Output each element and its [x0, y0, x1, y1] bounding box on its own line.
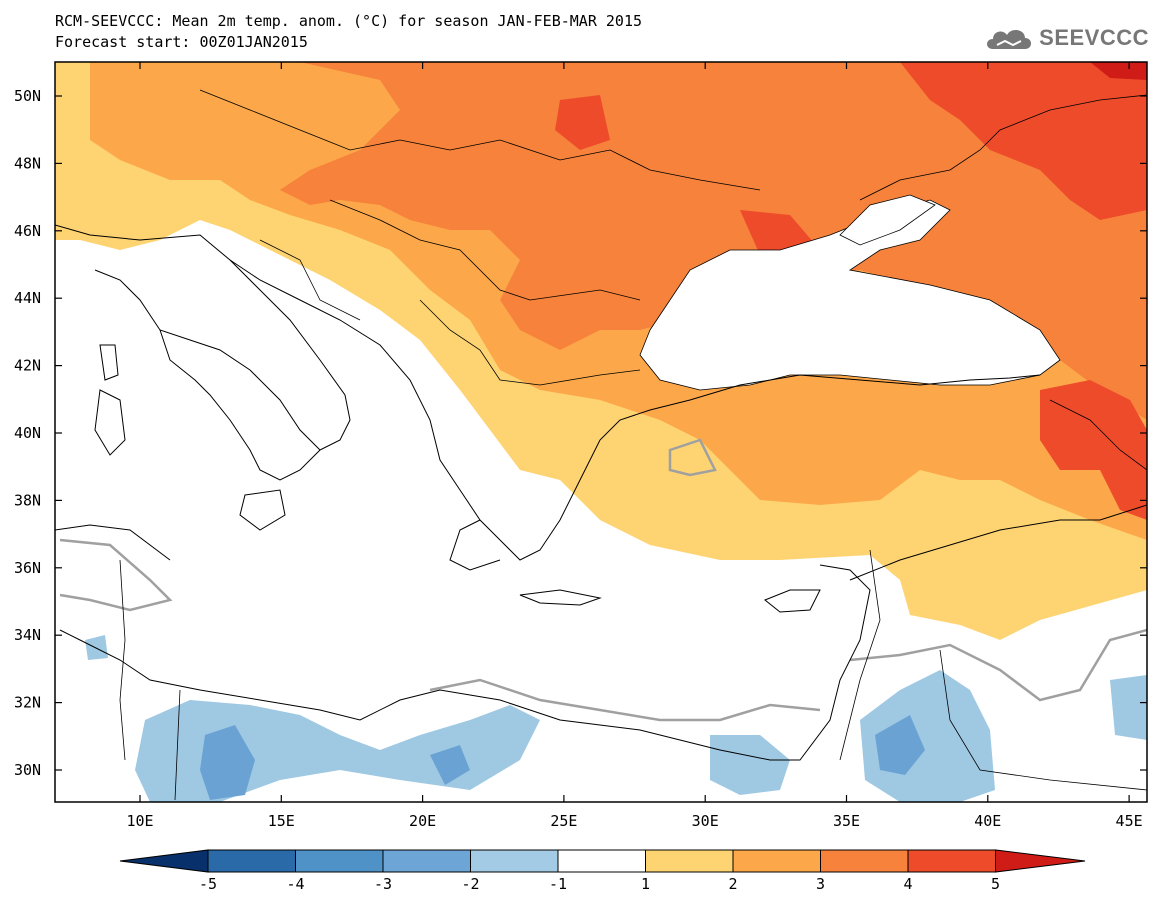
colorbar-segment: [470, 849, 559, 873]
colorbar-segment: [645, 849, 734, 873]
colorbar-segment: [820, 849, 909, 873]
colorbar-tick-label: -2: [461, 875, 479, 893]
anomaly-zone-neg-1-2-east: [1110, 675, 1147, 740]
logo-text: SEEVCCC: [1039, 25, 1149, 50]
colorbar-tick-label: 4: [903, 875, 912, 893]
anomaly-zone-3-4: [280, 62, 1147, 420]
zero-contour-africa: [59, 538, 173, 612]
colorbar-segment: [207, 849, 296, 873]
sea-of-azov: [839, 194, 936, 246]
lon-label: 20E: [409, 812, 436, 830]
colorbar-segment: [295, 849, 384, 873]
map-frame: [54, 61, 1148, 803]
colorbar-segment: [732, 849, 821, 873]
colorbar-tick-label: 3: [816, 875, 825, 893]
colorbar-segment: [907, 849, 996, 873]
cloud-logo-icon: [987, 29, 1032, 49]
anomaly-zone-4-5-ukraine: [555, 95, 610, 150]
lat-label: 30N: [14, 761, 41, 779]
zero-contour-anatolia: [668, 438, 717, 477]
anomaly-zone-neg-2-3-egypt: [430, 745, 470, 785]
lon-label: 40E: [974, 812, 1001, 830]
seevccc-logo: SEEVCCC: [983, 22, 1149, 54]
lat-label: 34N: [14, 626, 41, 644]
colorbar-tick-label: -3: [374, 875, 392, 893]
lon-label: 25E: [550, 812, 577, 830]
lon-label: 10E: [126, 812, 153, 830]
country-borders: [119, 89, 1147, 801]
anomaly-zone-neg-2-3-arabia: [875, 715, 925, 775]
colorbar-max-triangle: [995, 849, 1086, 873]
colorbar-tick-label: 5: [991, 875, 1000, 893]
lat-label: 40N: [14, 424, 41, 442]
lon-label: 15E: [268, 812, 295, 830]
colorbar: [119, 849, 1086, 873]
map-title: RCM-SEEVCCC: Mean 2m temp. anom. (°C) fo…: [55, 12, 642, 30]
anomaly-zone-neg-2-3-libya: [200, 725, 255, 800]
anomaly-zone-above-5: [1090, 62, 1147, 80]
zero-contour-levant: [849, 628, 1147, 702]
lat-label: 44N: [14, 289, 41, 307]
black-sea: [639, 199, 1061, 391]
colorbar-tick-label: -5: [199, 875, 217, 893]
coastlines: [55, 224, 1147, 761]
zero-contour-egypt: [429, 678, 821, 722]
lat-label: 46N: [14, 222, 41, 240]
latitude-axis: 50N 48N 46N 44N 42N 40N 38N 36N 34N 32N 30N: [14, 87, 1147, 779]
lat-label: 32N: [14, 694, 41, 712]
forecast-start-label: Forecast start: 00Z01JAN2015: [55, 33, 308, 51]
anomaly-zone-neg-1-2-egypt: [710, 735, 790, 795]
lat-label: 38N: [14, 491, 41, 509]
colorbar-tick-label: -1: [549, 875, 567, 893]
colorbar-tick-label: 2: [728, 875, 737, 893]
colorbar-tick-label: 1: [641, 875, 650, 893]
lat-label: 48N: [14, 154, 41, 172]
longitude-axis: 10E 15E 20E 25E 30E 35E 40E 45E: [126, 62, 1143, 830]
lat-label: 50N: [14, 87, 41, 105]
anomaly-zone-neg-1-2-tunisia: [85, 635, 108, 660]
lon-label: 35E: [833, 812, 860, 830]
colorbar-tick-label: -4: [286, 875, 304, 893]
anomaly-fields: [55, 62, 1147, 802]
colorbar-segment: [557, 849, 646, 873]
anomaly-zone-4-5-caucasus: [1040, 380, 1147, 520]
lon-label: 30E: [692, 812, 719, 830]
lat-label: 42N: [14, 357, 41, 375]
lon-label: 45E: [1116, 812, 1143, 830]
colorbar-min-triangle: [119, 849, 209, 873]
colorbar-labels: -5 -4 -3 -2 -1 1 2 3 4 5: [199, 875, 1000, 893]
colorbar-segment: [382, 849, 471, 873]
lat-label: 36N: [14, 559, 41, 577]
anomaly-zone-4-5: [900, 62, 1147, 220]
